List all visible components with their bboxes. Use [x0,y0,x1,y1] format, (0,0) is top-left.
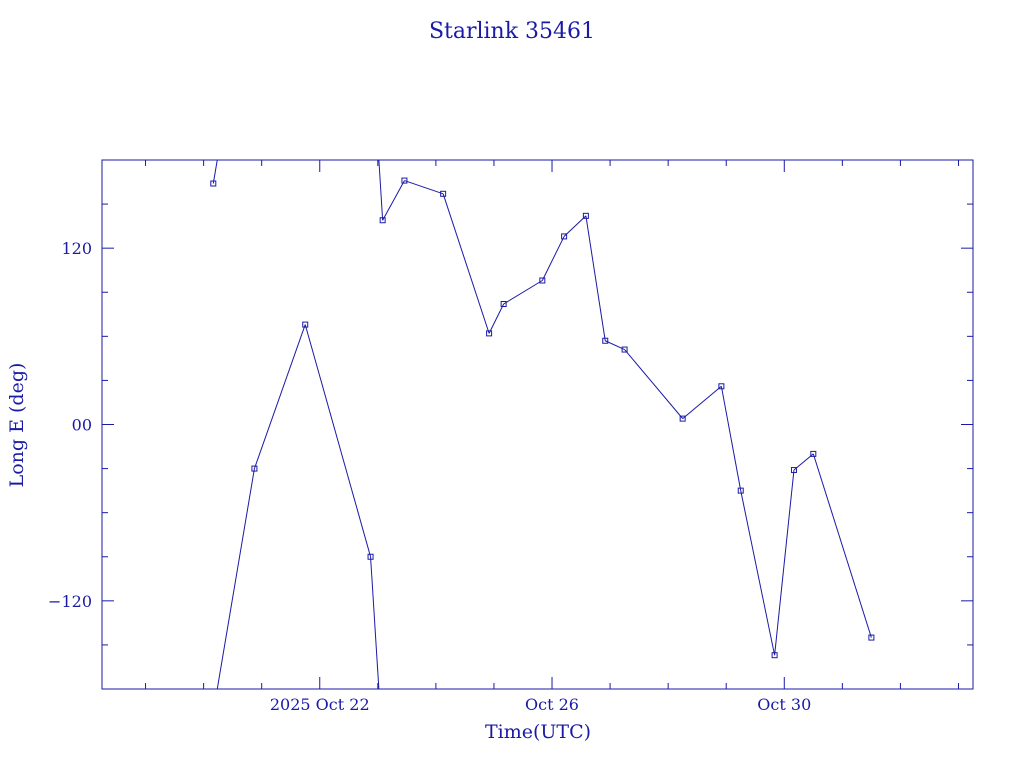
y-axis-label: Long E (deg) [6,363,28,488]
tick-labels: 120 00 −120 2025 Oct 22 Oct 26 Oct 30 [48,239,811,714]
series-segment [774,470,795,656]
series-segment [624,349,684,419]
data-point [582,212,589,219]
x-tick-label: Oct 26 [525,695,579,714]
series-segment [253,324,306,469]
data-point [302,321,309,328]
x-tick-label: 2025 Oct 22 [270,695,370,714]
chart-title: Starlink 35461 [429,19,595,44]
data-point [440,190,447,197]
series-segment [378,160,384,221]
x-tick-label: Oct 30 [757,695,811,714]
data-point [679,415,686,422]
data-point [379,217,386,224]
series-segment [541,236,565,281]
data-point [561,233,568,240]
data-point [401,177,408,184]
data-point [737,487,744,494]
series-segment [793,453,814,471]
plot-frame [101,159,974,690]
series-segment [488,303,505,334]
series-segment [720,386,742,491]
series-segment [585,215,606,341]
data-point [602,337,609,344]
data-point [868,634,875,641]
series-line [210,160,875,689]
tick-marks [102,160,973,689]
series-segment [563,215,587,237]
data-point [486,330,493,337]
series-segment [442,193,490,334]
series-segment [304,324,372,557]
y-tick-label: 00 [72,416,92,435]
series-segment [404,180,444,195]
data-point [718,383,725,390]
series-segment [682,385,722,420]
data-point [210,180,217,187]
data-point [771,652,778,659]
data-point [367,553,374,560]
data-point [621,346,628,353]
series-segment [503,280,543,305]
data-point [251,465,258,472]
data-point [790,467,797,474]
data-point [500,301,507,308]
series-segment [605,340,625,351]
x-axis-label: Time(UTC) [485,721,591,743]
data-point [810,450,817,457]
series-segment [216,468,255,689]
series-segment [370,556,380,689]
y-tick-label: −120 [48,592,92,611]
y-tick-label: 120 [61,239,92,258]
series-segment [812,453,872,638]
series-segment [382,180,405,221]
series-segment [740,490,776,656]
series-segment [212,160,218,184]
data-point [539,277,546,284]
